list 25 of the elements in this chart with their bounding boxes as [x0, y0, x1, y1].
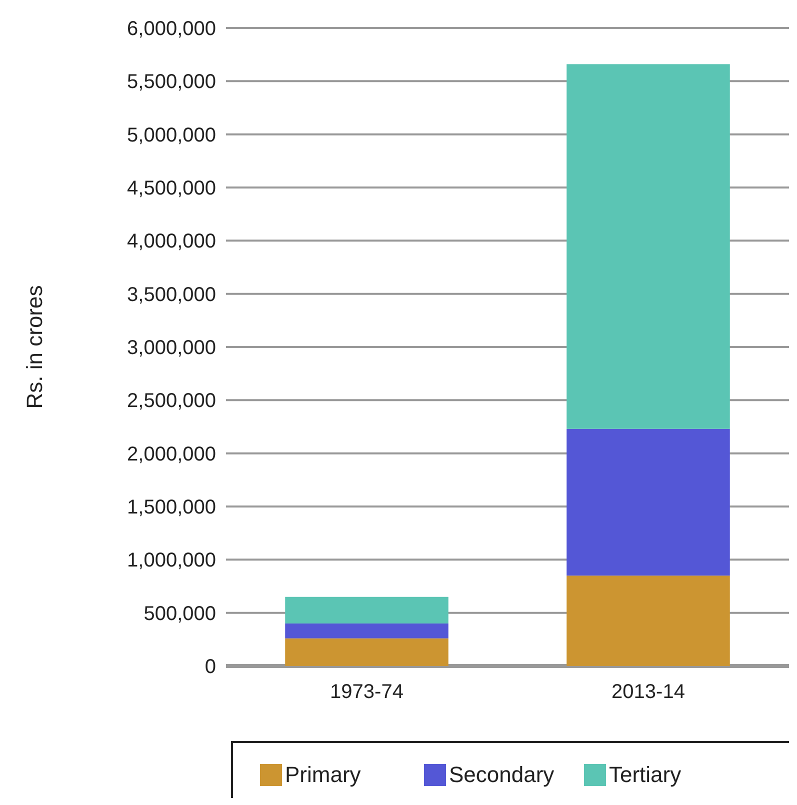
- legend-label: Secondary: [449, 762, 554, 787]
- y-tick-label: 2,000,000: [127, 443, 216, 466]
- bar: [566, 576, 730, 666]
- y-tick-label: 500,000: [144, 602, 216, 625]
- bar: [566, 428, 730, 576]
- y-tick-label: 4,000,000: [127, 230, 216, 253]
- y-tick-label: 5,000,000: [127, 124, 216, 146]
- legend-label: Tertiary: [609, 762, 682, 787]
- bar: [285, 623, 448, 638]
- bar: [566, 64, 730, 429]
- bar: [285, 596, 448, 624]
- y-tick-label: 2,500,000: [127, 390, 216, 412]
- y-tick-label: 4,500,000: [127, 178, 216, 200]
- y-tick-label: 5,500,000: [127, 71, 216, 94]
- x-tick-label: 1973-74: [330, 681, 404, 703]
- y-tick-label: 1,500,000: [127, 496, 216, 518]
- y-tick-label: 6,000,000: [127, 18, 216, 40]
- bar: [285, 638, 448, 666]
- y-tick-label: 3,000,000: [127, 337, 216, 359]
- legend-label: Primary: [285, 762, 361, 787]
- y-tick-label: 1,000,000: [127, 550, 216, 572]
- x-tick-label: 2013-14: [612, 681, 685, 703]
- y-axis-title: Rs. in crores: [22, 285, 47, 409]
- y-tick-label: 3,500,000: [127, 284, 216, 306]
- y-tick-label: 0: [204, 656, 216, 678]
